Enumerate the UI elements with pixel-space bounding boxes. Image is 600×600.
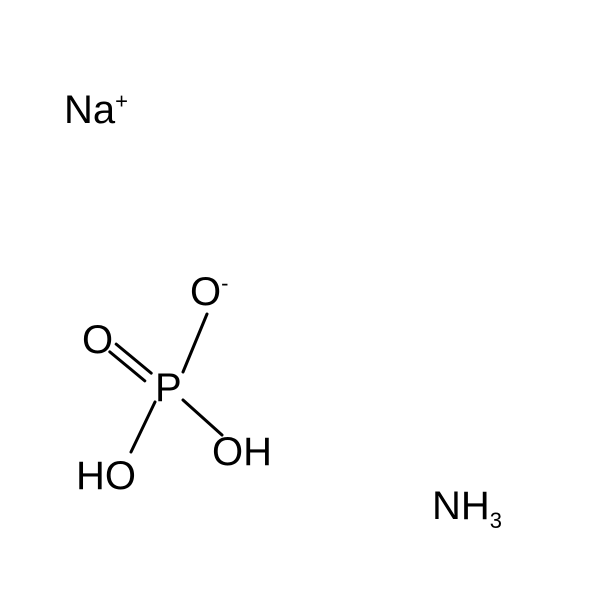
oxygen-double-label: O — [82, 318, 113, 362]
oxygen-anion: O- — [190, 272, 228, 312]
ammonia-label: NH — [432, 484, 490, 528]
phosphorus-label: P — [155, 366, 182, 410]
hydroxyl-left: HO — [76, 456, 136, 496]
phosphorus-center: P — [155, 368, 182, 408]
hydroxyl-right: OH — [212, 432, 272, 472]
ammonia-subscript: 3 — [490, 508, 502, 533]
hydroxyl-left-label: HO — [76, 454, 136, 498]
sodium-charge: + — [115, 89, 128, 114]
sodium-cation: Na+ — [64, 90, 128, 130]
ammonia: NH3 — [432, 486, 502, 526]
oxygen-anion-label: O — [190, 270, 221, 314]
oxygen-anion-charge: - — [221, 271, 228, 296]
sodium-label: Na — [64, 88, 115, 132]
oxygen-double: O — [82, 320, 113, 360]
hydroxyl-right-label: OH — [212, 430, 272, 474]
